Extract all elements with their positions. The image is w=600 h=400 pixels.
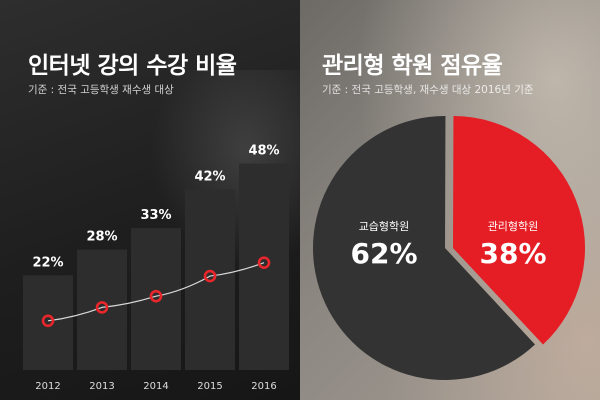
bar-2014: [131, 228, 181, 370]
value-label-2013: 28%: [86, 230, 117, 245]
trend-marker-2012: [41, 314, 55, 328]
year-label-2013: 2013: [89, 381, 114, 392]
bar-2012: [23, 275, 73, 370]
trend-line: [47, 262, 265, 322]
slice-managed-academy: [453, 116, 586, 345]
trend-marker-2014: [149, 289, 163, 303]
year-label-2012: 2012: [35, 381, 60, 392]
slice-value-managed-academy: 38%: [479, 237, 546, 270]
bar-chart: 22% 2012 28% 2013 33% 2014 42% 2015 48% 2016: [23, 144, 289, 392]
year-label-2016: 2016: [251, 381, 276, 392]
slice-label-tutoring-academy: 교습형학원: [359, 220, 410, 233]
bar-2013: [77, 249, 127, 370]
slice-tutoring-academy: [313, 116, 536, 381]
trend-marker-2016: [257, 256, 271, 269]
value-label-2012: 22%: [32, 255, 63, 270]
value-label-2014: 33%: [140, 208, 171, 223]
trend-marker-2013: [95, 301, 109, 314]
academy-share-panel: 관리형 학원 점유율 기준 : 전국 고등학생, 재수생 대상 2016년 기준…: [300, 0, 600, 400]
year-label-2015: 2015: [197, 381, 222, 392]
slice-value-tutoring-academy: 62%: [350, 237, 417, 270]
value-label-2015: 42%: [194, 169, 225, 184]
internet-lecture-panel: 인터넷 강의 수강 비율 기준 : 전국 고등학생 재수생 대상 22% 2012…: [0, 0, 300, 400]
bar-chart-title: 인터넷 강의 수강 비율: [28, 53, 237, 79]
pie-chart: 교습형학원 62% 관리형학원 38%: [313, 116, 586, 381]
bar-2015: [185, 189, 235, 370]
trend-marker-2015: [203, 269, 217, 283]
slice-label-managed-academy: 관리형학원: [488, 220, 539, 233]
pie-chart-title: 관리형 학원 점유율: [322, 53, 503, 79]
pie-chart-subtitle: 기준 : 전국 고등학생, 재수생 대상 2016년 기준: [322, 84, 534, 96]
value-label-2016: 48%: [248, 144, 279, 159]
year-label-2014: 2014: [143, 381, 168, 392]
bar-chart-subtitle: 기준 : 전국 고등학생 재수생 대상: [28, 84, 174, 96]
